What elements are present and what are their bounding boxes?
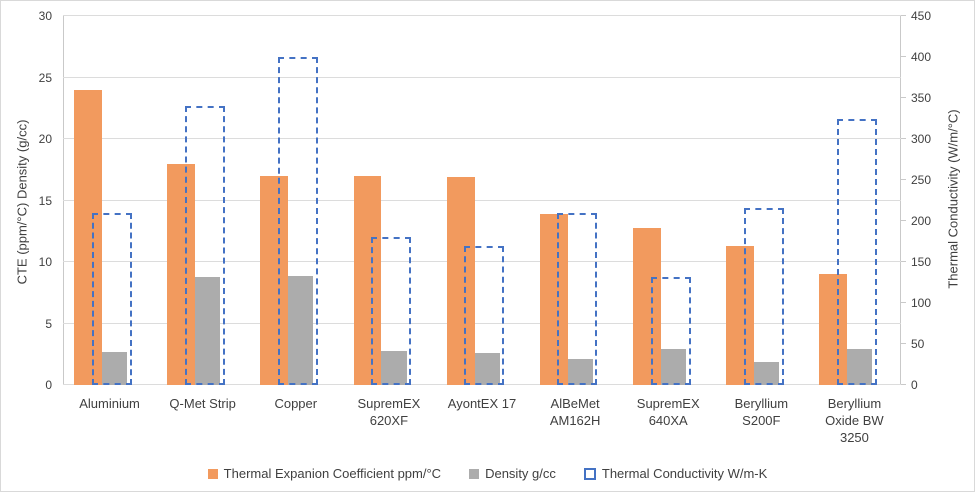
right-axis-tickmark [901,220,906,221]
bar-cte [539,214,568,385]
category-label: Beryllium S200F [734,396,789,428]
right-axis-tickmark [901,261,906,262]
left-axis-tick-label: 5 [45,316,52,331]
gridline [63,322,901,324]
right-axis-title: Thermal Conductivity (W/m/°C) [945,109,961,289]
bar-density [288,275,314,385]
left-axis-tick-label: 15 [38,193,52,208]
category-label: Q-Met Strip [169,396,236,411]
right-axis-tickmark [901,384,906,385]
left-axis-line [63,16,64,385]
bar-group [249,16,342,385]
legend-item-density: Density g/cc [469,466,556,481]
right-axis-tickmark [901,97,906,98]
bar-thermal-conductivity [278,57,319,385]
bar-cte [74,89,103,385]
right-axis-tick-label: 400 [911,50,932,64]
bar-thermal-conductivity [91,212,132,385]
right-axis-tick-label: 200 [911,214,932,228]
gridline [63,138,901,139]
left-axis-tick-label: 0 [45,378,52,392]
bar-group [808,16,901,385]
left-axis-tick-label: 10 [38,255,52,269]
right-axis-tick-label: 150 [911,255,932,269]
right-axis-tick-label: 300 [911,132,932,146]
bar-density [567,359,593,385]
bar-group [529,16,622,385]
right-axis-tickmark [901,56,906,57]
legend: Thermal Expanion Coefficient ppm/°C Dens… [1,466,974,481]
bar-thermal-conductivity [184,106,225,385]
gridline [63,76,901,78]
right-axis-tick-label: 50 [911,337,925,351]
bar-thermal-conductivity [650,276,691,385]
bar-group [342,16,435,385]
bar-cte [446,177,475,385]
bar-thermal-conductivity [743,207,784,385]
right-axis-tickmark [901,302,906,303]
category-label: Beryllium Oxide BW 3250 [825,396,884,445]
category-label: AyontEX 17 [447,396,517,411]
category-label: AlBeMet AM162H [549,396,601,428]
bar-cte [632,227,661,385]
bar-density [381,350,407,385]
bar-group [622,16,715,385]
right-axis-tickmark [901,179,906,180]
bar-thermal-conductivity [371,237,412,385]
bar-density [846,349,873,385]
right-axis-tick-label: 100 [911,296,932,310]
category-label: Aluminium [79,396,140,411]
gridline [63,15,901,16]
legend-item-cte: Thermal Expanion Coefficient ppm/°C [207,466,442,481]
bar-group [156,16,249,385]
right-axis-line [900,16,901,385]
category-label: SupremEX 640XA [636,396,700,428]
bar-thermal-conductivity [836,118,877,385]
bar-density [753,362,779,385]
gridline [63,261,901,262]
bar-density [195,276,221,385]
bar-density [102,351,128,385]
legend-label-tc: Thermal Conductivity W/m-K [601,466,768,481]
right-axis-tick-label: 250 [911,173,932,187]
right-axis-tick-label: 350 [911,91,932,105]
cte-series-swatch-icon [207,468,218,479]
legend-label-cte: Thermal Expanion Coefficient ppm/°C [223,466,442,481]
bar-group [715,16,808,385]
density-series-swatch-icon [469,468,480,479]
bar-cte [819,274,847,385]
bar-density [474,353,500,385]
bar-cte [167,163,196,385]
bar-density [660,349,686,385]
bar-thermal-conductivity [464,245,505,385]
bar-cte [725,246,754,385]
right-axis-tick-label: 450 [911,9,932,23]
left-axis-tick-label: 25 [38,70,52,85]
legend-label-density: Density g/cc [485,466,556,481]
bar-thermal-conductivity [557,212,598,385]
tc-series-swatch-icon [583,467,596,480]
bar-cte [260,175,289,385]
bar-cte [353,175,382,385]
gridline [63,199,901,201]
category-label: Copper [274,396,318,411]
right-axis-tickmark [901,343,906,344]
right-axis-tickmark [901,138,906,139]
bar-group [435,16,528,385]
right-axis-tick-label: 0 [911,378,918,392]
left-axis-title: CTE (ppm/°C) Density (g/cc) [14,119,30,285]
right-axis-tickmark [901,15,906,16]
plot-area: 0 5 10 15 20 25 30 0 50 100 150 200 250 300 350 400 450 A… [39,10,931,445]
bar-group [63,16,156,385]
legend-item-tc: Thermal Conductivity W/m-K [583,466,768,481]
left-axis-tick-label: 30 [38,9,52,23]
category-label: SupremEX 620XF [357,396,421,428]
left-axis-tick-label: 20 [38,132,52,146]
